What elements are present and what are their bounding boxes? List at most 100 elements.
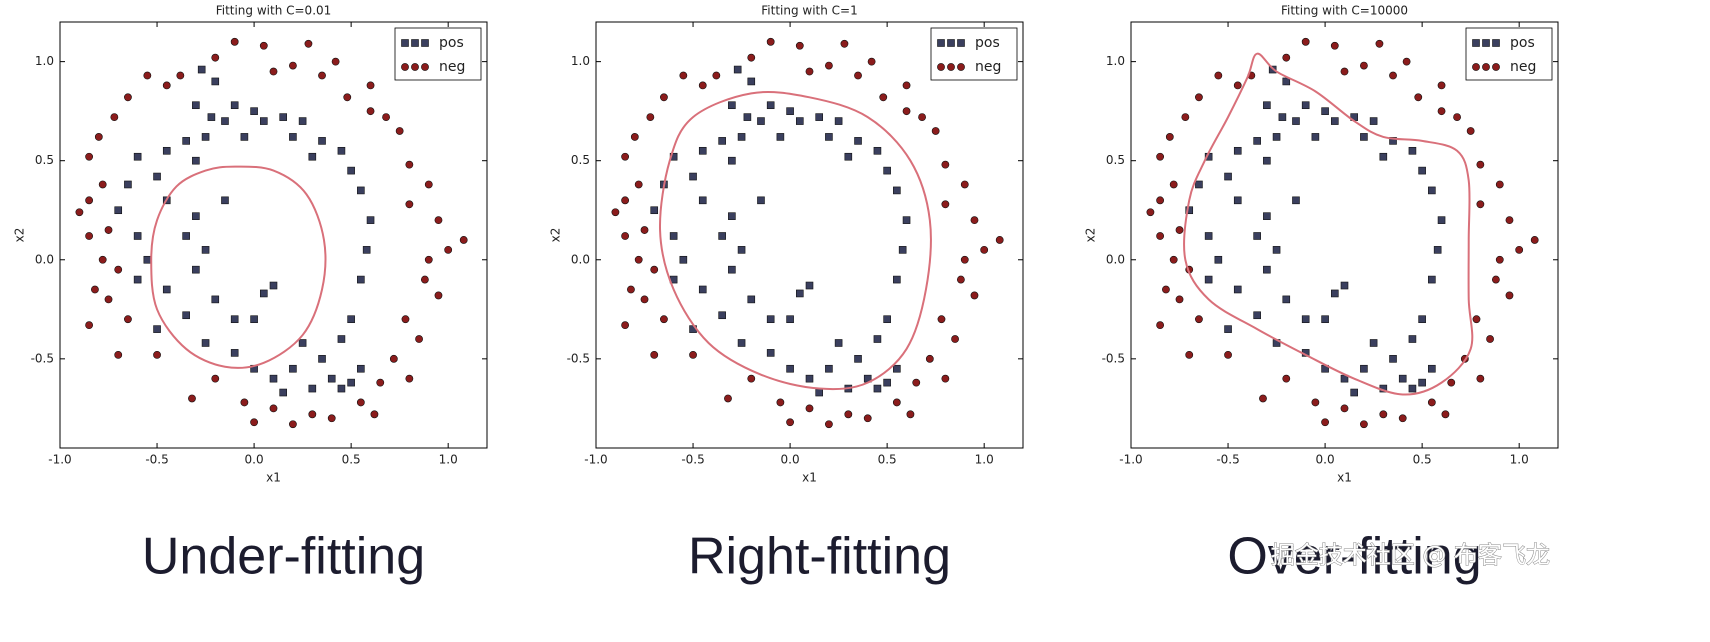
point [259, 289, 268, 298]
point [1408, 384, 1417, 393]
point [970, 216, 979, 225]
y-tick-label: 0.5 [1106, 153, 1125, 167]
point [162, 285, 171, 294]
legend-label: neg [1510, 59, 1536, 75]
point [1282, 53, 1291, 62]
point [743, 113, 752, 121]
point [873, 335, 882, 343]
point [318, 137, 326, 145]
point [405, 160, 414, 169]
point [1214, 71, 1223, 80]
point [747, 77, 756, 86]
point [660, 93, 668, 102]
x-tick-label: 1.0 [1510, 453, 1529, 467]
point [1369, 339, 1378, 347]
point [1185, 206, 1194, 215]
point [1476, 200, 1485, 209]
x-tick-label: 0.5 [342, 453, 361, 467]
point [718, 232, 726, 240]
legend-marker [1492, 63, 1500, 71]
point [883, 166, 891, 175]
point [211, 53, 220, 62]
point [1330, 289, 1339, 298]
point [304, 39, 313, 48]
x-tick-label: 0.0 [245, 453, 264, 467]
point [679, 71, 688, 80]
caption: Over-fitting [1227, 528, 1481, 586]
point [747, 53, 756, 62]
point [424, 180, 433, 189]
x-axis-label: x1 [802, 471, 817, 485]
x-tick-label: -1.0 [48, 453, 71, 467]
y-tick-label: -0.5 [1102, 351, 1125, 365]
point [298, 339, 307, 347]
point [357, 364, 365, 373]
y-tick-label: 1.0 [1106, 54, 1125, 68]
legend-marker [421, 39, 429, 47]
point [153, 325, 161, 333]
point [634, 255, 643, 264]
point [1311, 133, 1320, 141]
point [893, 364, 901, 373]
point [863, 414, 872, 423]
point [951, 335, 959, 343]
x-tick-label: -1.0 [1119, 453, 1142, 467]
point [718, 137, 726, 145]
legend [930, 27, 1018, 81]
point [766, 349, 775, 357]
point [188, 394, 196, 403]
point [347, 315, 355, 324]
point [182, 137, 190, 145]
point [240, 398, 249, 407]
point [718, 311, 726, 320]
point [931, 127, 940, 135]
point [337, 335, 346, 343]
legend-marker [1472, 63, 1480, 71]
point [124, 93, 132, 102]
x-tick-label: -0.5 [145, 453, 168, 467]
point [308, 152, 317, 161]
point [337, 146, 346, 155]
point [75, 208, 84, 217]
point [308, 410, 317, 419]
point [1263, 265, 1271, 274]
point [893, 186, 901, 195]
point [104, 226, 113, 234]
point [650, 350, 659, 359]
point [650, 206, 659, 215]
point [250, 418, 258, 427]
legend-marker [937, 39, 945, 47]
point [1340, 404, 1349, 413]
point [133, 232, 142, 240]
legend-marker [421, 63, 429, 71]
point [825, 420, 833, 429]
point [840, 39, 849, 48]
point [114, 265, 123, 274]
point [883, 315, 891, 324]
point [337, 384, 346, 393]
x-tick-label: -0.5 [1216, 453, 1239, 467]
point [434, 291, 443, 300]
point [786, 418, 794, 427]
point [124, 180, 132, 189]
point [1340, 281, 1349, 290]
point [669, 232, 678, 240]
point [634, 180, 643, 189]
point [834, 117, 843, 125]
y-tick-label: 0.0 [571, 252, 590, 266]
point [728, 265, 736, 274]
point [85, 232, 94, 240]
legend-marker [947, 39, 955, 47]
point [162, 81, 171, 90]
point [259, 117, 268, 125]
point [918, 113, 926, 122]
point [279, 113, 288, 121]
point [1350, 388, 1359, 397]
point [289, 420, 297, 429]
point [230, 37, 239, 46]
point [240, 133, 249, 141]
point [327, 414, 336, 423]
point [1263, 156, 1271, 165]
point [698, 196, 707, 205]
